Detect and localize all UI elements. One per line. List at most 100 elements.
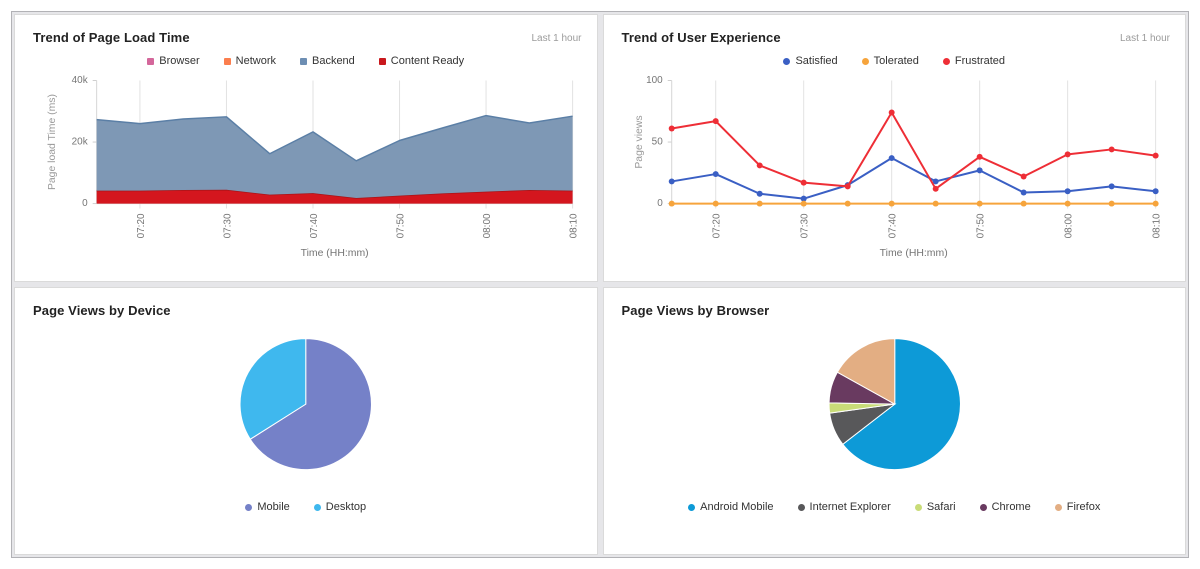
x-tick-label: 07:40 <box>309 213 320 238</box>
legend-label: Frustrated <box>954 55 1006 67</box>
legend-label: Android Mobile <box>700 501 774 513</box>
data-point-frustrated[interactable] <box>976 153 983 160</box>
x-tick-label: 07:20 <box>136 213 147 238</box>
pie-slice-mobile[interactable] <box>249 338 372 471</box>
browser-pie-chart[interactable] <box>604 288 1186 554</box>
legend-dot-swatch <box>797 503 805 511</box>
pie-slice-firefox[interactable] <box>836 338 895 405</box>
data-point-frustrated[interactable] <box>844 183 851 190</box>
legend-item-firefox[interactable]: Firefox <box>1054 501 1100 513</box>
area-series-backend[interactable] <box>96 115 573 199</box>
legend: Android Mobile Internet Explorer Safari Chr… <box>604 501 1186 513</box>
page-load-time-area-chart[interactable]: 07:20 07:30 07:40 07:50 08:00 08:10 0 20k 40k Tim… <box>15 15 597 281</box>
area-series-edge-backend <box>96 114 573 162</box>
x-tick-label: 08:10 <box>569 213 580 238</box>
line-series-satisfied[interactable] <box>670 157 1157 200</box>
x-tick-label: 08:00 <box>1063 213 1074 238</box>
time-range-label: Last 1 hour <box>1119 33 1170 44</box>
data-point-tolerated[interactable] <box>932 200 939 207</box>
pie-slice-android-mobile[interactable] <box>841 338 961 471</box>
data-point-satisfied[interactable] <box>976 167 983 174</box>
data-point-frustrated[interactable] <box>668 125 675 132</box>
legend-square-swatch <box>147 57 155 65</box>
data-point-satisfied[interactable] <box>800 195 807 202</box>
x-tick-label: 07:50 <box>975 213 986 238</box>
legend-item-backend[interactable]: Backend <box>299 55 355 67</box>
legend-square-swatch <box>378 57 386 65</box>
data-point-tolerated[interactable] <box>1108 200 1115 207</box>
data-point-tolerated[interactable] <box>888 200 895 207</box>
y-tick-label: 20k <box>72 137 88 148</box>
user-experience-line-chart[interactable]: 07:20 07:30 07:40 07:50 08:00 08:10 0 50 100 Time… <box>604 15 1186 281</box>
data-point-tolerated[interactable] <box>756 200 763 207</box>
line-series-frustrated[interactable] <box>670 111 1157 190</box>
y-tick-label: 0 <box>657 198 663 209</box>
page-title: Page Views by Device <box>33 303 171 318</box>
dashboard: Trend of Page Load Time Last 1 hour 07:2… <box>11 11 1189 558</box>
panel-user-experience: Trend of User Experience Last 1 hour 07:… <box>602 14 1186 282</box>
y-tick-label: 0 <box>82 198 88 209</box>
pie-slice-desktop[interactable] <box>239 338 307 440</box>
data-point-frustrated[interactable] <box>756 162 763 169</box>
legend-item-safari[interactable]: Safari <box>914 501 956 513</box>
legend: Mobile Desktop <box>15 501 597 513</box>
legend-item-android-mobile[interactable]: Android Mobile <box>688 501 774 513</box>
data-point-satisfied[interactable] <box>756 190 763 197</box>
legend-dot-swatch <box>783 57 791 65</box>
data-point-satisfied[interactable] <box>712 171 719 178</box>
legend-item-internet-explorer[interactable]: Internet Explorer <box>797 501 891 513</box>
data-point-frustrated[interactable] <box>932 185 939 192</box>
x-axis-title: Time (HH:mm) <box>879 248 947 259</box>
data-point-frustrated[interactable] <box>712 118 719 125</box>
y-tick-label: 50 <box>651 137 663 148</box>
data-point-satisfied[interactable] <box>1108 183 1115 190</box>
data-point-satisfied[interactable] <box>1152 188 1159 195</box>
data-point-tolerated[interactable] <box>976 200 983 207</box>
y-axis-title: Page views <box>633 115 644 168</box>
data-point-frustrated[interactable] <box>1064 151 1071 158</box>
x-axis-title: Time (HH:mm) <box>301 248 369 259</box>
data-point-frustrated[interactable] <box>1152 152 1159 159</box>
data-point-tolerated[interactable] <box>800 200 807 207</box>
legend-item-browser[interactable]: Browser <box>147 55 200 67</box>
data-point-tolerated[interactable] <box>1064 200 1071 207</box>
legend-item-desktop[interactable]: Desktop <box>313 501 366 513</box>
legend: Browser Network Backend Content Ready <box>15 55 597 67</box>
legend-item-network[interactable]: Network <box>223 55 276 67</box>
y-tick-label: 100 <box>646 75 663 86</box>
legend-label: Browser <box>159 55 200 67</box>
legend-label: Mobile <box>257 501 290 513</box>
legend-item-tolerated[interactable]: Tolerated <box>861 55 919 67</box>
legend-label: Safari <box>926 501 956 513</box>
data-point-satisfied[interactable] <box>668 178 675 185</box>
legend-dot-swatch <box>861 57 869 65</box>
legend-item-mobile[interactable]: Mobile <box>245 501 290 513</box>
x-tick-label: 07:30 <box>222 213 233 238</box>
legend-item-satisfied[interactable]: Satisfied <box>783 55 838 67</box>
data-point-tolerated[interactable] <box>668 200 675 207</box>
legend-dot-swatch <box>245 503 253 511</box>
panel-views-by-browser: Page Views by Browser Android Mobile Inte… <box>602 287 1186 555</box>
legend-dot-swatch <box>914 503 922 511</box>
data-point-satisfied[interactable] <box>888 155 895 162</box>
data-point-tolerated[interactable] <box>1152 200 1159 207</box>
data-point-tolerated[interactable] <box>1020 200 1027 207</box>
time-range-label: Last 1 hour <box>531 33 582 44</box>
data-point-frustrated[interactable] <box>800 179 807 186</box>
data-point-satisfied[interactable] <box>1020 189 1027 196</box>
data-point-frustrated[interactable] <box>888 109 895 116</box>
data-point-satisfied[interactable] <box>932 178 939 185</box>
legend-label: Network <box>235 55 276 67</box>
data-point-frustrated[interactable] <box>1108 146 1115 153</box>
legend-item-content-ready[interactable]: Content Ready <box>378 55 464 67</box>
data-point-frustrated[interactable] <box>1020 173 1027 180</box>
data-point-tolerated[interactable] <box>712 200 719 207</box>
legend-label: Chrome <box>991 501 1031 513</box>
data-point-satisfied[interactable] <box>1064 188 1071 195</box>
legend-item-frustrated[interactable]: Frustrated <box>942 55 1006 67</box>
device-pie-chart[interactable] <box>15 288 597 554</box>
legend-item-chrome[interactable]: Chrome <box>979 501 1031 513</box>
data-point-tolerated[interactable] <box>844 200 851 207</box>
x-tick-label: 07:50 <box>395 213 406 238</box>
legend-label: Satisfied <box>795 55 838 67</box>
